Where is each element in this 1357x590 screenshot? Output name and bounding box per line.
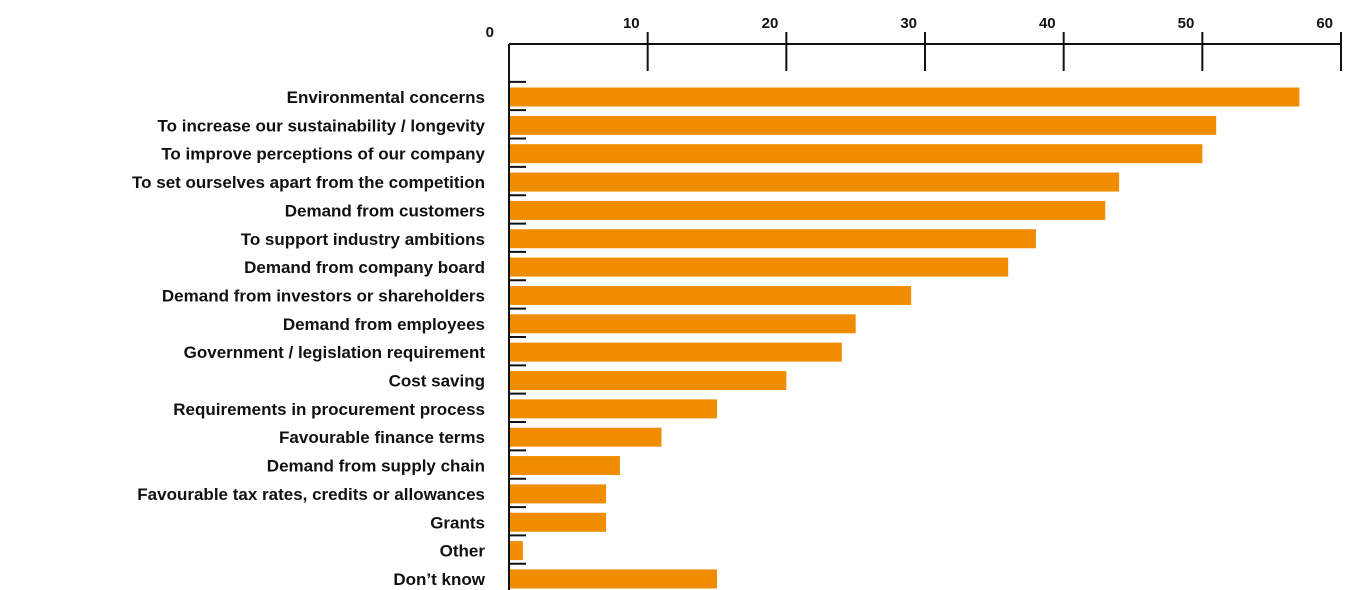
bar xyxy=(510,200,1106,220)
x-tick-label: 50 xyxy=(1178,15,1195,32)
category-label: Grants xyxy=(430,513,485,532)
x-tick-label: 40 xyxy=(1039,15,1056,32)
category-label: Environmental concerns xyxy=(287,88,485,107)
bar xyxy=(510,229,1036,249)
category-label: Demand from supply chain xyxy=(267,457,485,476)
category-label: Government / legislation requirement xyxy=(184,343,486,362)
bar xyxy=(510,399,717,419)
bar xyxy=(510,512,607,532)
category-label: Favourable finance terms xyxy=(279,428,485,447)
x-tick-label: 20 xyxy=(762,15,779,32)
category-axis xyxy=(508,44,526,590)
category-labels: Environmental concerns To increase our su… xyxy=(132,88,486,589)
category-label: Demand from employees xyxy=(283,315,485,334)
bar xyxy=(510,115,1217,135)
category-label: To support industry ambitions xyxy=(241,230,485,249)
category-label: To set ourselves apart from the competit… xyxy=(132,173,485,192)
category-label: To increase our sustainability / longevi… xyxy=(158,116,486,135)
x-tick-label: 30 xyxy=(900,15,917,32)
bar xyxy=(510,257,1009,277)
category-label: Don’t know xyxy=(393,570,485,589)
bar xyxy=(510,342,842,362)
bar xyxy=(510,456,620,476)
bar xyxy=(510,285,912,305)
category-label: Requirements in procurement process xyxy=(173,400,485,419)
bar xyxy=(510,427,662,447)
x-tick-label: 10 xyxy=(623,15,640,32)
bar xyxy=(510,569,717,589)
x-tick-label: 60 xyxy=(1316,15,1333,32)
category-label: Demand from company board xyxy=(244,258,485,277)
bar xyxy=(510,484,607,504)
bar xyxy=(510,144,1203,164)
bar xyxy=(510,541,523,561)
bar xyxy=(510,371,787,390)
category-label: Demand from investors or shareholders xyxy=(162,286,485,305)
category-label: Other xyxy=(440,542,486,561)
x-tick-label: 0 xyxy=(486,24,494,41)
category-label: Demand from customers xyxy=(285,201,485,220)
bar xyxy=(510,172,1120,192)
bar xyxy=(510,87,1300,107)
x-axis: 0 10 20 30 40 50 60 xyxy=(486,15,1342,71)
bar xyxy=(510,314,856,334)
category-label: Favourable tax rates, credits or allowan… xyxy=(137,485,485,504)
category-label: To improve perceptions of our company xyxy=(161,145,485,164)
category-label: Cost saving xyxy=(389,372,485,391)
bars xyxy=(510,87,1300,589)
